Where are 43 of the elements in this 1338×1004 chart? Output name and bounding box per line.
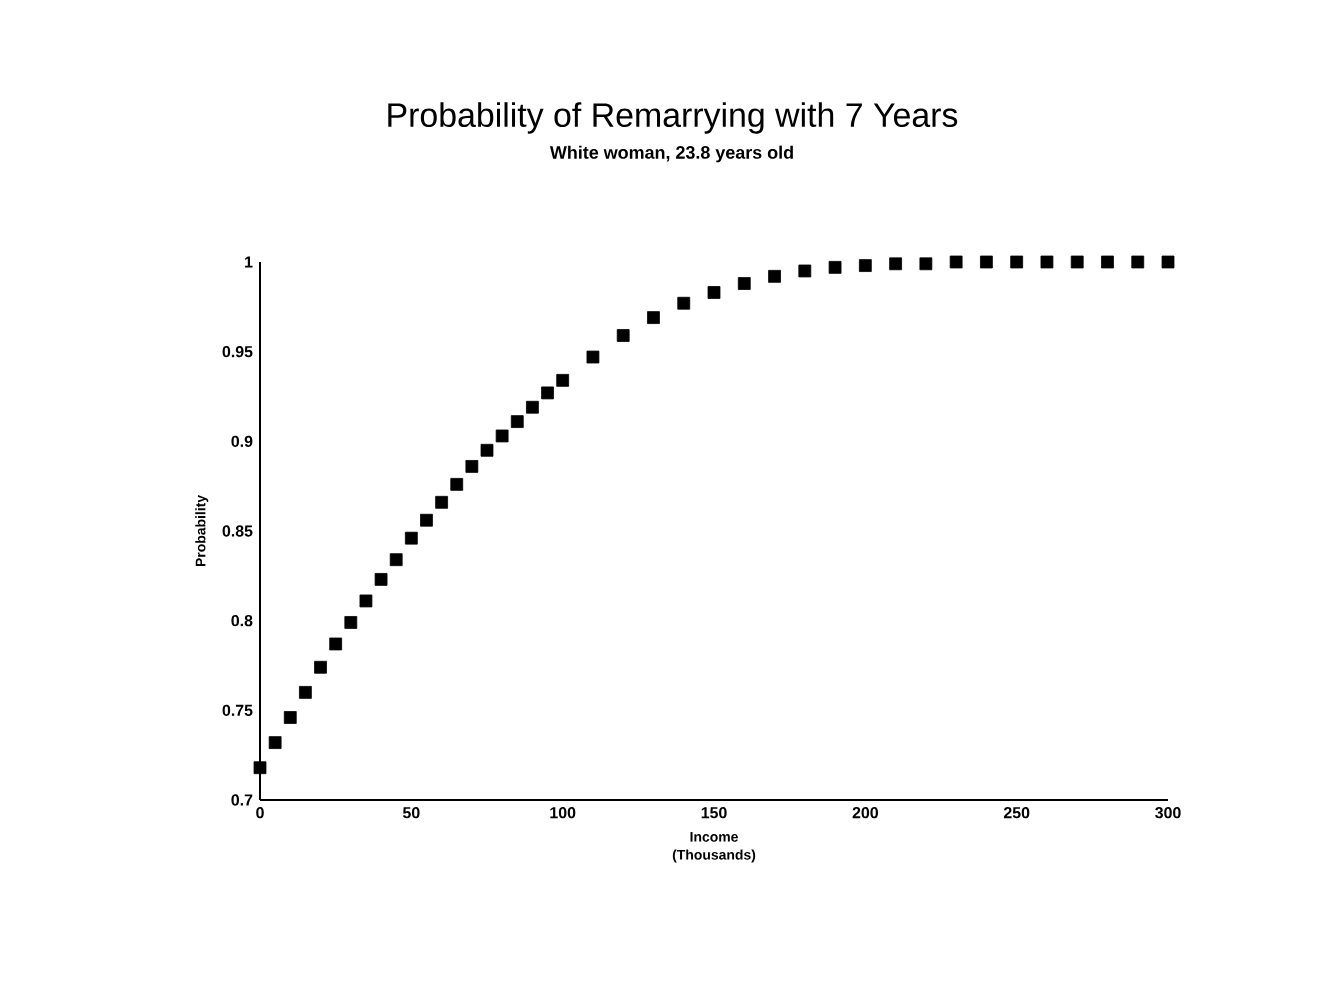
point <box>314 660 327 674</box>
point <box>465 460 479 473</box>
point <box>889 257 902 271</box>
point <box>404 531 418 545</box>
point <box>268 736 282 749</box>
point <box>828 261 842 274</box>
point <box>1070 255 1084 269</box>
point <box>1101 255 1114 269</box>
point <box>495 429 509 443</box>
point <box>1040 255 1054 269</box>
point <box>329 637 343 651</box>
point <box>919 257 933 271</box>
point <box>435 495 448 509</box>
point <box>299 686 312 699</box>
point <box>707 286 721 299</box>
point <box>858 259 872 272</box>
point <box>253 761 267 775</box>
point <box>768 269 781 283</box>
chart-title: Probability of Remarrying with 7 Years <box>388 102 958 134</box>
point <box>480 443 494 457</box>
chart-subtitle: White woman, 23.8 years old <box>549 145 793 163</box>
point <box>737 277 751 290</box>
point <box>450 477 464 491</box>
point <box>283 711 297 724</box>
point <box>677 296 691 310</box>
point <box>1010 255 1024 269</box>
point <box>541 386 554 400</box>
point <box>616 329 630 342</box>
point <box>344 616 358 629</box>
point <box>420 513 433 527</box>
point <box>1131 255 1145 269</box>
point <box>374 573 388 586</box>
point <box>526 400 539 414</box>
point <box>1161 255 1175 269</box>
point <box>510 415 524 428</box>
point <box>647 311 660 324</box>
point <box>798 264 812 278</box>
point <box>980 255 993 269</box>
point <box>949 255 963 269</box>
point <box>556 373 570 387</box>
point <box>586 350 600 364</box>
point <box>389 553 403 567</box>
point <box>359 594 373 608</box>
